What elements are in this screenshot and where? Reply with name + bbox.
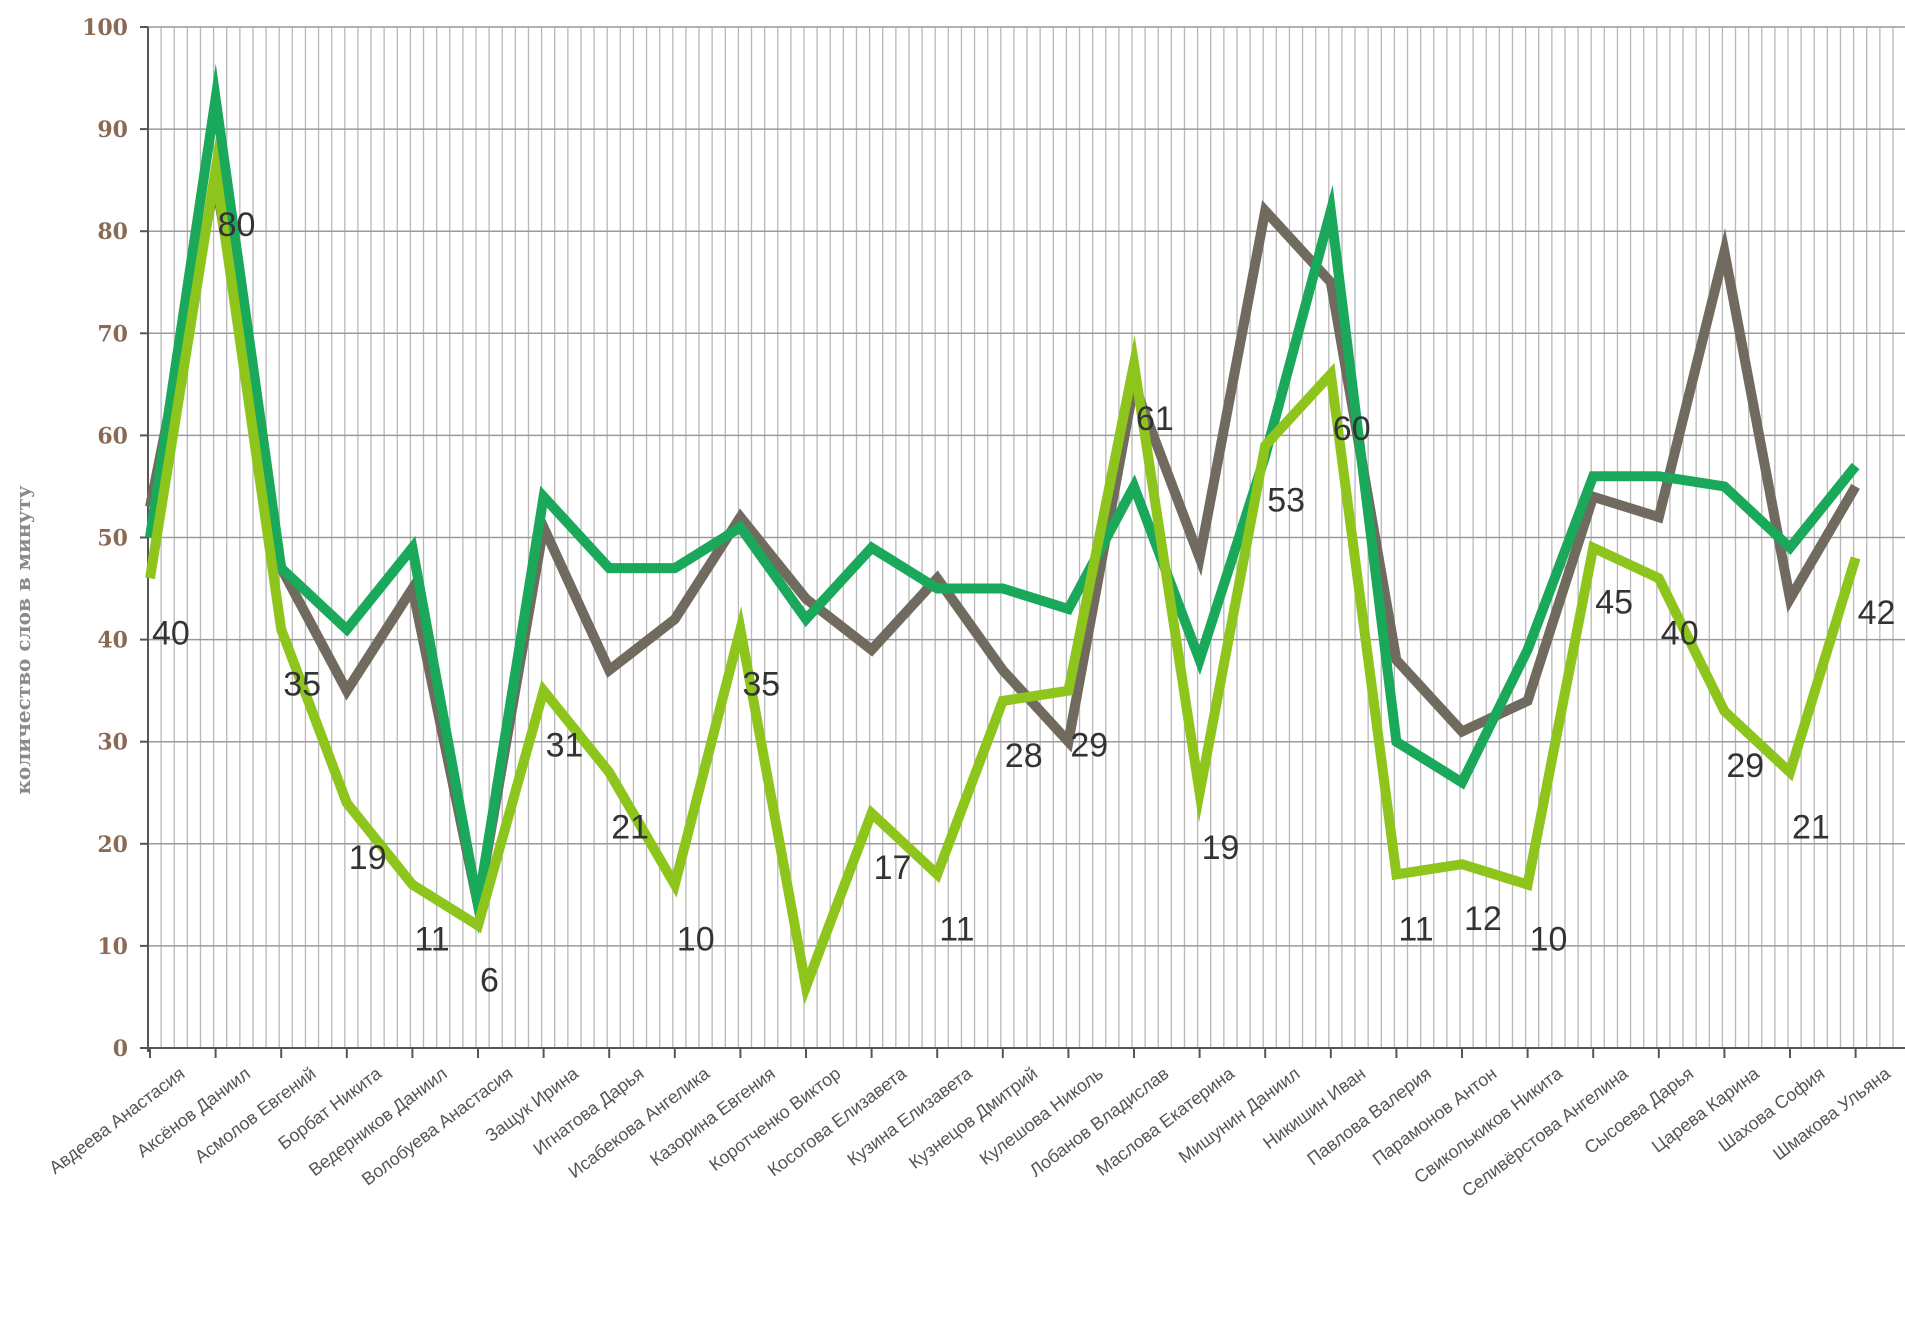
data-label: 6 (480, 961, 499, 999)
data-label: 35 (742, 665, 780, 703)
data-label: 40 (152, 614, 190, 652)
data-label: 60 (1333, 410, 1371, 448)
x-tick-label: Сысоева Дарья (1581, 1063, 1698, 1158)
x-tick-label: Аксёнов Даниил (133, 1063, 254, 1161)
data-label: 19 (1202, 829, 1240, 867)
y-axis-label: количество слов в минуту (11, 485, 35, 794)
data-label: 80 (218, 206, 256, 244)
y-tick-label: 80 (97, 219, 128, 245)
series-line-2 (145, 63, 1860, 935)
x-tick-label: Шмакова Ульяна (1769, 1063, 1895, 1165)
data-label: 53 (1267, 482, 1305, 520)
x-tick-label: Мишунин Даниил (1175, 1063, 1304, 1167)
y-tick-label: 60 (97, 423, 128, 449)
y-tick-label: 70 (97, 321, 128, 347)
data-label: 12 (1464, 900, 1502, 938)
data-label: 17 (874, 849, 912, 887)
y-tick-label: 30 (97, 730, 128, 756)
data-labels: 40 80 35 19 11 6 31 21 10 35 17 11 28 29 61 19 53 60 11 12 1… (152, 206, 1895, 1000)
data-label: 29 (1726, 747, 1764, 785)
y-tick-label: 90 (97, 117, 128, 143)
y-tick-labels: 0 10 20 30 40 50 60 70 80 90 100 (82, 15, 128, 1062)
data-label: 61 (1136, 400, 1174, 438)
data-label: 21 (611, 808, 649, 846)
y-tick-label: 100 (82, 15, 128, 41)
data-label: 11 (414, 921, 449, 959)
data-label: 29 (1070, 727, 1108, 765)
gridlines (148, 26, 1905, 1049)
data-label: 35 (283, 665, 321, 703)
y-tick-label: 50 (97, 526, 128, 552)
series-line-3 (145, 136, 1861, 1006)
data-label: 11 (1398, 910, 1433, 948)
y-tick-label: 20 (97, 832, 128, 858)
data-label: 31 (546, 727, 584, 765)
data-label: 28 (1005, 737, 1043, 775)
axes (140, 26, 1905, 1058)
data-label: 21 (1792, 808, 1830, 846)
y-tick-label: 40 (97, 628, 128, 654)
data-label: 40 (1661, 614, 1699, 652)
data-label: 11 (939, 910, 974, 948)
series-line-1 (145, 152, 1860, 932)
data-label: 10 (1530, 921, 1568, 959)
x-tick-label: Игнатова Дарья (529, 1063, 647, 1159)
x-tick-label: Асмолов Евгений (191, 1063, 320, 1167)
data-label: 45 (1595, 584, 1633, 622)
y-tick-label: 0 (113, 1036, 128, 1062)
data-label: 42 (1858, 594, 1896, 632)
x-tick-label: Царева Карина (1648, 1063, 1764, 1157)
data-label: 10 (677, 921, 715, 959)
data-label: 19 (349, 839, 387, 877)
series-lines (145, 63, 1861, 1006)
y-tick-label: 10 (97, 934, 128, 960)
